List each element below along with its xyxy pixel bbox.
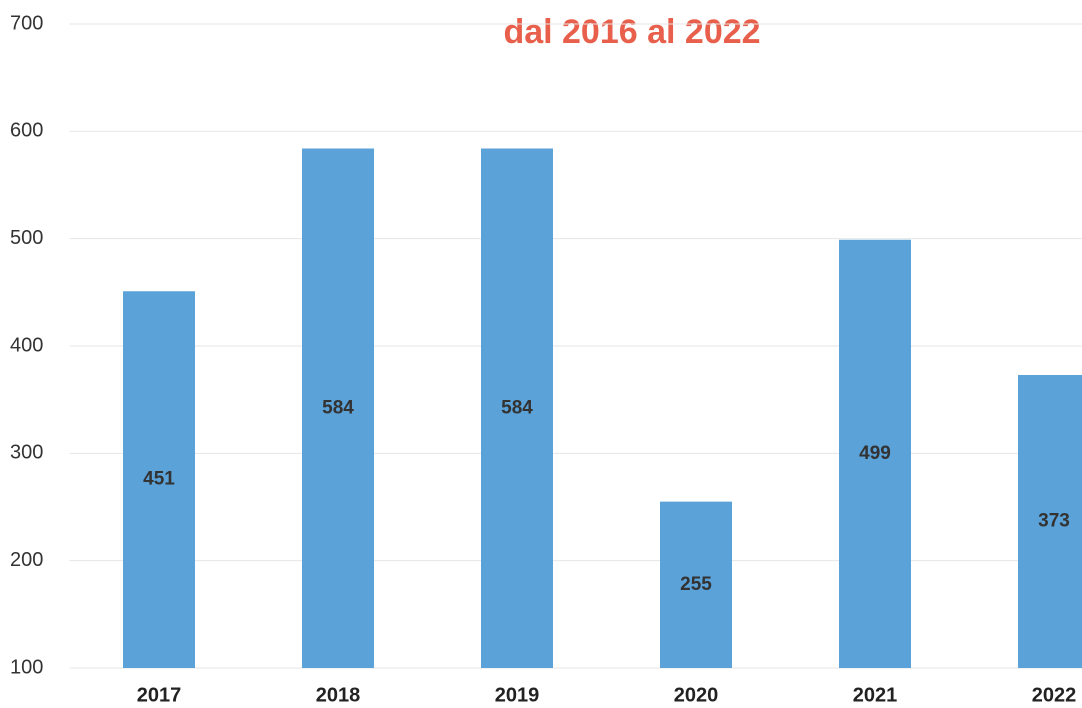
- x-tick-label: 2019: [495, 684, 540, 706]
- y-tick-label: 100: [10, 656, 43, 678]
- chart-title: dal 2016 al 2022: [503, 13, 760, 51]
- data-label: 255: [680, 574, 712, 595]
- x-tick-label: 2018: [316, 684, 361, 706]
- y-tick-label: 700: [10, 12, 43, 34]
- bar: [839, 239, 911, 669]
- y-tick-label: 300: [10, 442, 43, 464]
- bar: [481, 148, 553, 669]
- y-tick-label: 600: [10, 120, 43, 142]
- data-label: 373: [1038, 511, 1070, 532]
- bar: [123, 291, 195, 668]
- x-tick-label: 2020: [674, 684, 719, 706]
- x-tick-label: 2017: [137, 684, 182, 706]
- y-tick-label: 500: [10, 227, 43, 249]
- data-label: 584: [501, 397, 533, 418]
- data-label: 584: [322, 397, 354, 418]
- y-tick-label: 400: [10, 334, 43, 356]
- bar: [302, 148, 374, 669]
- data-label: 499: [859, 443, 891, 464]
- y-tick-label: 200: [10, 549, 43, 571]
- data-label: 451: [143, 469, 175, 490]
- x-tick-label: 2021: [853, 684, 898, 706]
- bar: [1018, 374, 1082, 668]
- x-tick-label: 2022: [1032, 684, 1077, 706]
- bar: [660, 501, 732, 668]
